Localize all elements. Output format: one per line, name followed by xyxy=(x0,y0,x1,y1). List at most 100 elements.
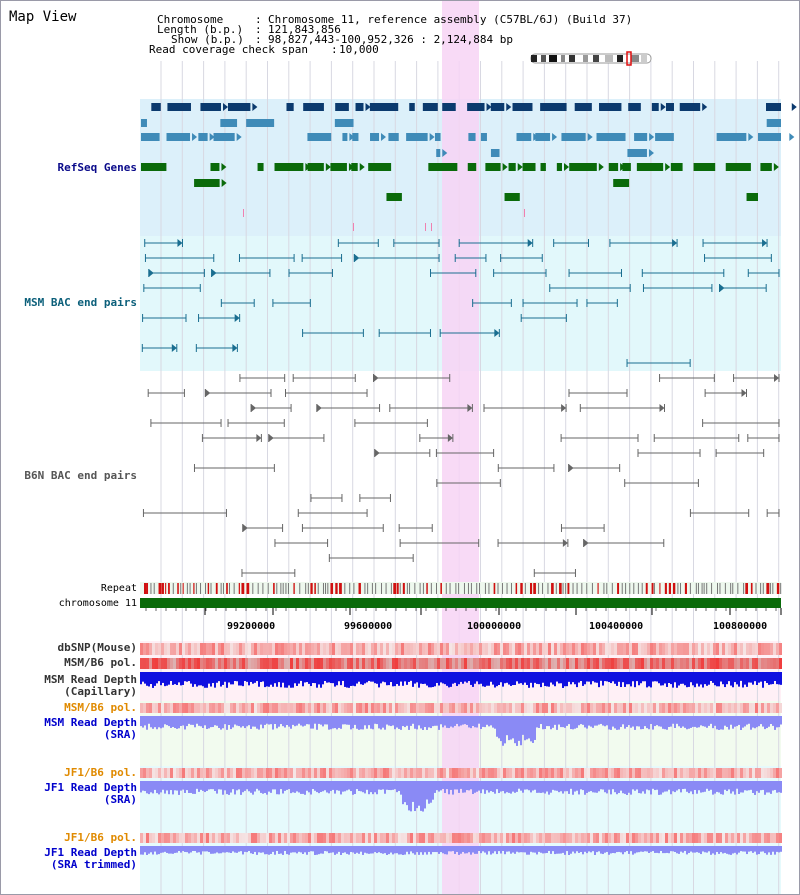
read-depth-bar xyxy=(526,781,528,790)
heat-cell xyxy=(158,658,161,669)
track-label-jf1-b6-pol-2[interactable]: JF1/B6 pol. xyxy=(64,831,137,844)
heat-cell xyxy=(569,768,572,778)
read-depth-bar xyxy=(364,672,366,684)
read-depth-bar xyxy=(646,846,648,852)
heat-cell xyxy=(248,768,251,778)
axis-tick-label: 99600000 xyxy=(344,621,393,632)
read-depth-bar xyxy=(604,716,606,727)
track-label-dbsnp[interactable]: dbSNP(Mouse) xyxy=(57,641,137,654)
heat-cell xyxy=(605,643,608,655)
heat-cell xyxy=(329,703,332,713)
heat-cell xyxy=(596,643,599,655)
read-depth-bar xyxy=(732,672,734,688)
track-label-refseq[interactable]: RefSeq Genes xyxy=(57,161,137,174)
read-depth-bar xyxy=(156,781,158,794)
heat-cell xyxy=(395,833,398,843)
heat-cell xyxy=(668,703,671,713)
read-depth-bar xyxy=(652,672,654,682)
read-depth-bar xyxy=(514,781,516,793)
heat-cell xyxy=(509,833,512,843)
heat-cell xyxy=(713,658,716,669)
track-label-jf1-depth-trimmed[interactable]: JF1 Read Depth xyxy=(44,846,137,859)
read-depth-bar xyxy=(530,716,532,742)
heat-cell xyxy=(323,658,326,669)
heat-cell xyxy=(497,833,500,843)
read-depth-bar xyxy=(406,846,408,852)
track-label-msm-depth-sra[interactable]: MSM Read Depth xyxy=(44,716,137,729)
heat-cell xyxy=(596,833,599,843)
heat-cell xyxy=(626,703,629,713)
heat-cell xyxy=(521,643,524,655)
read-depth-bar xyxy=(340,846,342,855)
gene-feature xyxy=(220,119,238,127)
track-label-jf1-b6-pol[interactable]: JF1/B6 pol. xyxy=(64,766,137,779)
heat-cell xyxy=(155,643,158,655)
read-depth-bar xyxy=(456,781,458,790)
read-depth-bar xyxy=(540,672,542,688)
read-depth-bar xyxy=(536,781,538,793)
read-depth-bar xyxy=(392,716,394,726)
track-label-repeat[interactable]: Repeat xyxy=(100,583,137,594)
read-depth-bar xyxy=(584,846,586,852)
heat-cell xyxy=(269,833,272,843)
heat-cell xyxy=(191,833,194,843)
heat-cell xyxy=(281,833,284,843)
read-depth-bar xyxy=(504,672,506,684)
heat-cell xyxy=(215,833,218,843)
read-depth-bar xyxy=(496,781,498,790)
repeat-element xyxy=(672,583,676,594)
read-depth-bar xyxy=(316,781,318,793)
read-depth-bar xyxy=(274,716,276,724)
track-label-msm-b6-pol-2[interactable]: MSM/B6 pol. xyxy=(64,701,137,714)
track-label-jf1-depth-sra[interactable]: JF1 Read Depth xyxy=(44,781,137,794)
track-label-msm-b6-pol[interactable]: MSM/B6 pol. xyxy=(64,656,137,669)
heat-cell xyxy=(653,833,656,843)
repeat-element xyxy=(653,583,655,594)
heat-cell xyxy=(749,833,752,843)
repeat-element xyxy=(282,583,284,594)
read-depth-bar xyxy=(264,846,266,855)
heat-cell xyxy=(275,768,278,778)
heat-cell xyxy=(272,833,275,843)
read-depth-bar xyxy=(734,781,736,795)
heat-cell xyxy=(560,703,563,713)
heat-cell xyxy=(521,768,524,778)
heat-cell xyxy=(242,643,245,655)
gene-feature xyxy=(508,163,516,171)
heat-cell xyxy=(245,643,248,655)
read-depth-bar xyxy=(690,846,692,852)
read-depth-bar xyxy=(732,781,734,792)
read-depth-bar xyxy=(158,716,160,728)
read-depth-bar xyxy=(296,672,298,686)
read-depth-bar xyxy=(518,846,520,853)
heat-cell xyxy=(518,833,521,843)
read-depth-bar xyxy=(426,846,428,855)
track-label-b6n-bac[interactable]: B6N BAC end pairs xyxy=(24,469,137,482)
read-depth-bar xyxy=(286,716,288,726)
read-depth-bar xyxy=(288,672,290,686)
read-depth-bar xyxy=(590,716,592,727)
read-depth-bar xyxy=(408,716,410,730)
track-label-chromosome[interactable]: chromosome 11 xyxy=(58,598,137,609)
read-depth-bar xyxy=(462,846,464,852)
read-depth-bar xyxy=(700,716,702,726)
gene-feature xyxy=(693,163,716,171)
heat-cell xyxy=(224,658,227,669)
read-depth-bar xyxy=(168,672,170,685)
heat-cell xyxy=(548,703,551,713)
heat-cell xyxy=(254,833,257,843)
read-depth-bar xyxy=(150,846,152,853)
read-depth-bar xyxy=(412,716,414,724)
read-depth-bar xyxy=(216,846,218,853)
read-depth-bar xyxy=(182,781,184,790)
heat-cell xyxy=(161,833,164,843)
read-depth-bar xyxy=(266,781,268,795)
gene-feature xyxy=(613,179,630,187)
read-depth-bar xyxy=(148,716,150,724)
track-label-msm-bac[interactable]: MSM BAC end pairs xyxy=(24,296,137,309)
read-depth-bar xyxy=(618,672,620,682)
read-depth-bar xyxy=(570,781,572,789)
read-depth-bar xyxy=(276,781,278,795)
track-label-msm-depth-capillary[interactable]: MSM Read Depth xyxy=(44,673,137,686)
